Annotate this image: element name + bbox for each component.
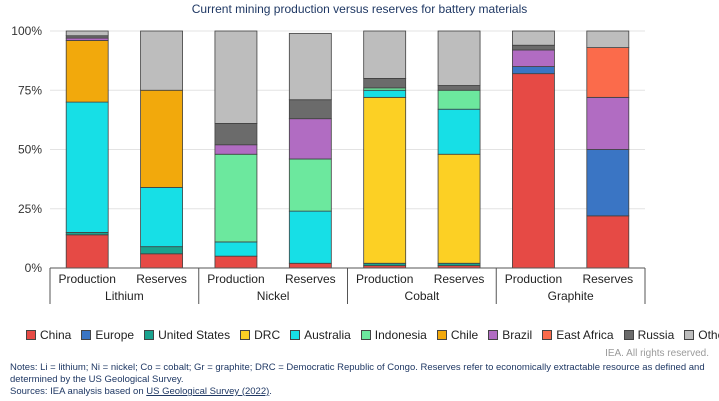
legend-label: Australia	[304, 328, 351, 342]
bar-segment-europe	[586, 149, 630, 217]
bar-segment-indonesia	[288, 158, 332, 212]
x-tick-label: Reserves	[285, 272, 336, 286]
bar-segment-australia	[437, 108, 481, 155]
bar-segment-australia	[140, 187, 183, 248]
legend-item: Other	[684, 328, 719, 342]
bar-segment-other	[140, 30, 183, 91]
y-tick-label: 25%	[18, 202, 42, 216]
legend-item: Europe	[81, 328, 134, 342]
bar-segment-other	[65, 30, 109, 37]
bar-segment-australia	[214, 241, 258, 257]
bar-segment-brazil	[214, 144, 258, 155]
stacked-bar-chart: 0% 25% 50% 75% 100% Production Reserves Lithium…	[11, 24, 646, 304]
bar-segment-russia	[288, 99, 332, 120]
legend-label: Chile	[450, 328, 479, 342]
bar-segment-australia	[363, 89, 407, 98]
sources-link[interactable]: US Geological Survey (2022)	[146, 386, 270, 397]
legend-swatch	[488, 330, 499, 340]
bar-segment-chile	[140, 89, 183, 188]
bar-segment-australia	[288, 210, 332, 264]
legend-label: China	[40, 328, 72, 342]
legend-label: United States	[158, 328, 231, 342]
legend-item: Chile	[436, 328, 479, 342]
bar-segment-drc	[363, 96, 407, 264]
bar-segment-indonesia	[437, 89, 481, 110]
bar-segment-other	[214, 30, 258, 124]
bar-segment-other	[288, 32, 332, 101]
bar-segment-drc	[437, 153, 481, 264]
legend-item: United States	[144, 328, 230, 342]
bar-segment-china	[214, 255, 258, 269]
legend-item: Australia	[290, 328, 351, 342]
legend-swatch	[240, 330, 251, 340]
bar-segment-brazil	[586, 96, 630, 150]
legend-label: Indonesia	[374, 328, 427, 342]
group-label: Lithium	[105, 289, 144, 303]
legend-item: East Africa	[542, 328, 614, 342]
bar-segment-brazil	[288, 118, 332, 160]
x-tick-label: Production	[59, 272, 116, 286]
legend-swatch	[144, 330, 155, 340]
legend-item: Indonesia	[360, 328, 427, 342]
legend-label: East Africa	[556, 328, 614, 342]
legend-label: Russia	[637, 328, 675, 342]
bar-segment-russia	[437, 85, 481, 91]
bar-segment-russia	[214, 123, 258, 146]
notes-text: Notes: Li = lithium; Ni = nickel; Co = c…	[10, 362, 705, 385]
legend-swatch	[26, 330, 36, 340]
copyright-notice: IEA. All rights reserved.	[605, 348, 709, 359]
bar-segment-other	[586, 30, 630, 48]
bar-segment-other	[512, 30, 555, 46]
bar-segment-chile	[65, 40, 109, 103]
group-label: Cobalt	[405, 289, 440, 303]
sources-suffix: .	[269, 386, 272, 397]
y-tick-label: 0%	[25, 261, 43, 275]
y-tick-label: 50%	[18, 143, 42, 157]
legend-item: Brazil	[488, 328, 532, 342]
x-tick-label: Reserves	[582, 272, 633, 286]
legend-item: China	[26, 328, 71, 342]
chart-title: Current mining production versus reserve…	[191, 2, 528, 16]
bar-segment-east-africa	[586, 47, 630, 98]
legend-swatch	[81, 330, 92, 340]
bar-segment-europe	[512, 66, 555, 75]
bar-segment-other	[363, 30, 407, 79]
legend-label: Brazil	[502, 328, 533, 342]
bar-segment-other	[437, 30, 481, 86]
x-tick-label: Production	[207, 272, 264, 286]
bar-segment-brazil	[512, 49, 555, 67]
legend-label: Europe	[95, 328, 135, 342]
legend: China Europe United States DRC Australia Indo…	[26, 328, 719, 342]
bar-segment-united-states	[140, 246, 183, 255]
bar-segment-china	[140, 253, 183, 269]
bar-segment-indonesia	[214, 153, 258, 243]
group-label: Graphite	[548, 289, 594, 303]
bar-segment-china	[586, 215, 630, 269]
legend-item: DRC	[240, 328, 280, 342]
legend-swatch	[436, 330, 447, 340]
sources-prefix: Sources: IEA analysis based on	[10, 386, 147, 397]
bar-segment-russia	[363, 78, 407, 89]
group-label: Nickel	[257, 289, 290, 303]
bar-segment-china	[288, 262, 332, 269]
legend-label: Other	[698, 328, 719, 342]
x-tick-label: Production	[505, 272, 562, 286]
x-tick-label: Reserves	[434, 272, 485, 286]
legend-label: DRC	[254, 328, 281, 342]
legend-swatch	[684, 330, 695, 340]
legend-swatch	[542, 330, 553, 340]
bar-segment-china	[65, 234, 109, 269]
y-tick-label: 75%	[18, 83, 42, 97]
bar-segment-australia	[65, 101, 109, 233]
x-tick-label: Reserves	[136, 272, 187, 286]
legend-swatch	[360, 330, 371, 340]
bar-segment-china	[512, 73, 555, 269]
legend-item: Russia	[623, 328, 675, 342]
y-tick-label: 100%	[11, 24, 42, 38]
bar-segment-russia	[512, 44, 555, 51]
sources-text: Sources: IEA analysis based on US Geolog…	[10, 386, 272, 397]
legend-swatch	[290, 330, 301, 340]
legend-swatch	[623, 330, 634, 340]
x-tick-label: Production	[356, 272, 413, 286]
